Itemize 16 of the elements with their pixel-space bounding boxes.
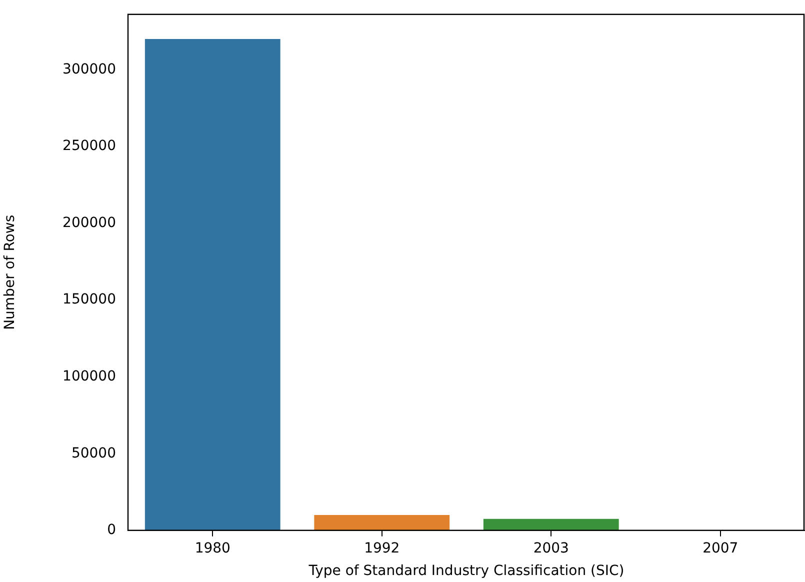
y-tick-label: 0 (107, 522, 116, 538)
x-tick-label: 2003 (533, 540, 569, 556)
bar (483, 518, 619, 530)
x-tick-label: 2007 (702, 540, 738, 556)
y-tick-label: 200000 (62, 214, 116, 231)
bar (144, 38, 280, 530)
x-tick-label: 1980 (194, 540, 230, 556)
y-tick-label: 300000 (62, 61, 116, 78)
y-tick-label: 100000 (62, 368, 116, 384)
y-tick-label: 250000 (62, 138, 116, 154)
y-axis-title: Number of Rows (2, 214, 18, 330)
x-tick-label: 1992 (364, 540, 400, 556)
x-axis-title: Type of Standard Industry Classification (SIC) (308, 563, 624, 580)
y-tick-label: 50000 (71, 445, 116, 462)
bar (314, 515, 450, 530)
y-tick-label: 150000 (62, 292, 116, 308)
